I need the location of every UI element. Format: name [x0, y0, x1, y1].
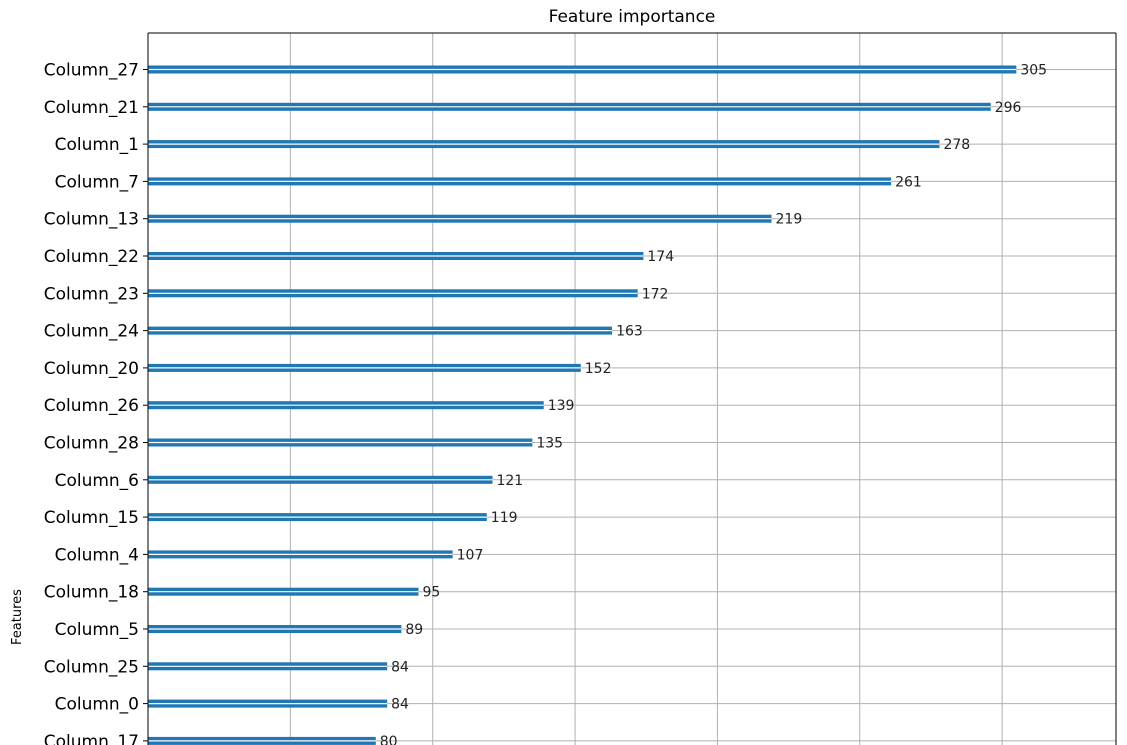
chart-title: Feature importance	[549, 7, 716, 27]
data-label: 163	[616, 324, 643, 340]
data-label: 172	[642, 286, 669, 302]
y-tick-label: Column_7	[55, 172, 139, 192]
data-label: 89	[405, 622, 423, 638]
data-label: 135	[536, 436, 563, 452]
y-tick-label: Column_6	[55, 471, 139, 491]
grid-lines	[148, 33, 1116, 745]
y-tick-label: Column_13	[44, 210, 139, 230]
data-label: 152	[585, 361, 612, 377]
y-ticks-group: Column_27 Column_21 Column_1 Column_7 Column…	[44, 61, 148, 745]
y-tick-label: Column_15	[44, 508, 139, 528]
data-label: 107	[457, 547, 484, 563]
y-tick-label: Column_20	[44, 359, 139, 379]
data-label: 174	[647, 249, 674, 265]
y-tick-label: Column_23	[44, 284, 139, 304]
data-label: 219	[776, 212, 803, 228]
y-tick-label: Column_27	[44, 61, 139, 81]
y-tick-label: Column_22	[44, 247, 139, 267]
y-tick-label: Column_26	[44, 396, 139, 416]
data-label: 261	[895, 174, 922, 190]
y-tick-label: Column_4	[55, 545, 139, 565]
data-label: 119	[491, 510, 518, 526]
y-tick-label: Column_18	[44, 583, 139, 603]
y-tick-label: Column_24	[44, 322, 139, 342]
y-tick-label: Column_28	[44, 434, 139, 454]
y-tick-label: Column_21	[44, 98, 139, 118]
y-tick-label: Column_25	[44, 657, 139, 677]
data-label: 84	[391, 697, 409, 713]
y-tick-label: Column_1	[55, 135, 139, 155]
data-label: 278	[943, 137, 970, 153]
y-tick-label: Column_5	[55, 620, 139, 640]
data-labels-group: 305 296 278 261 219 174 172 163 152 139 135 121 119 1…	[380, 63, 1047, 745]
y-tick-label: Column_17	[44, 732, 139, 745]
y-tick-label: Column_0	[55, 695, 139, 715]
data-label: 139	[548, 398, 575, 414]
bars-group	[148, 65, 1017, 745]
data-label: 84	[391, 659, 409, 675]
data-label: 296	[995, 100, 1022, 116]
y-axis-label: Features	[10, 589, 25, 645]
data-label: 305	[1020, 63, 1047, 79]
data-label: 121	[496, 473, 523, 489]
data-label: 80	[380, 734, 398, 745]
data-label: 95	[422, 585, 440, 601]
